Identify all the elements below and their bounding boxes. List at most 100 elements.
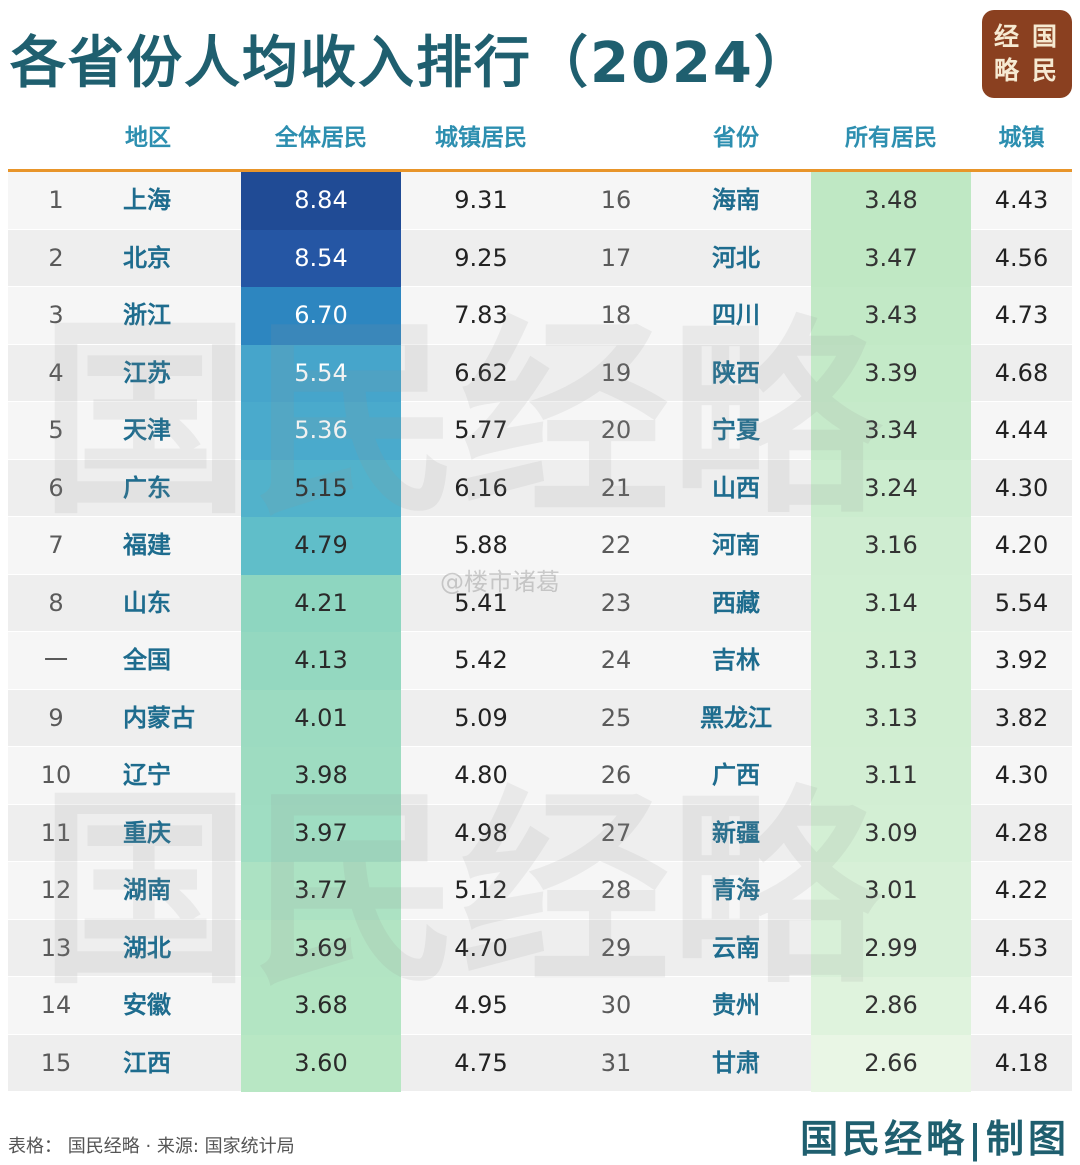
urban-cell-2: 4.46 xyxy=(994,991,1049,1019)
all-residents-cell: 5.15 xyxy=(241,459,401,517)
table-row: 6 广东 5.15 6.16 21 山西 3.24 4.30 xyxy=(8,459,1072,517)
rank-cell: 一 xyxy=(44,646,68,674)
logo-char: 国 xyxy=(1032,22,1058,51)
region-name-cell: 江西 xyxy=(123,1048,171,1077)
rank-cell: 7 xyxy=(48,531,64,559)
all-residents-cell: 3.97 xyxy=(241,804,401,862)
all-residents-cell: 4.21 xyxy=(241,574,401,632)
region-name-cell: 福建 xyxy=(123,531,171,559)
header-urban-residents: 城镇居民 xyxy=(435,125,527,151)
all-residents-cell-2: 3.43 xyxy=(811,287,971,345)
urban-residents-cell: 4.95 xyxy=(454,991,508,1019)
rank-cell: 26 xyxy=(600,761,632,789)
province-name-cell: 广西 xyxy=(712,761,760,789)
table-row: 7 福建 4.79 5.88 22 河南 3.16 4.20 xyxy=(8,517,1072,575)
province-name-cell: 山西 xyxy=(712,473,760,502)
all-residents-cell: 8.84 xyxy=(241,172,401,230)
rank-cell: 16 xyxy=(600,186,632,214)
province-name-cell: 陕西 xyxy=(712,358,760,387)
urban-cell-2: 4.22 xyxy=(994,876,1049,904)
all-residents-cell: 8.54 xyxy=(241,229,401,287)
urban-cell-2: 3.92 xyxy=(994,646,1049,674)
all-residents-cell: 5.36 xyxy=(241,402,401,460)
region-name-cell: 山东 xyxy=(123,588,171,617)
urban-cell-2: 4.56 xyxy=(994,243,1049,272)
urban-cell-2: 4.18 xyxy=(994,1048,1049,1077)
urban-cell-2: 4.30 xyxy=(994,761,1049,789)
logo-char: 经 xyxy=(994,22,1020,51)
province-name-cell: 青海 xyxy=(712,876,760,904)
province-name-cell: 四川 xyxy=(712,301,760,329)
table-row: 1 上海 8.84 9.31 16 海南 3.48 4.43 xyxy=(8,172,1072,230)
all-residents-cell: 4.01 xyxy=(241,689,401,747)
urban-cell-2: 5.54 xyxy=(994,588,1049,617)
urban-residents-cell: 5.88 xyxy=(454,531,508,559)
rank-cell: 31 xyxy=(600,1048,632,1077)
header-region: 地区 xyxy=(125,125,171,151)
region-name-cell: 湖南 xyxy=(123,876,171,904)
logo-char: 略 xyxy=(994,56,1020,85)
rank-cell: 17 xyxy=(600,243,632,272)
rank-cell: 15 xyxy=(40,1048,72,1077)
province-name-cell: 甘肃 xyxy=(712,1048,760,1077)
all-residents-cell: 5.54 xyxy=(241,344,401,402)
all-residents-cell: 3.69 xyxy=(241,919,401,977)
table-row: 4 江苏 5.54 6.62 19 陕西 3.39 4.68 xyxy=(8,344,1072,402)
region-name-cell: 广东 xyxy=(123,473,171,502)
urban-residents-cell: 5.12 xyxy=(454,876,508,904)
rank-cell: 18 xyxy=(600,301,632,329)
all-residents-cell: 3.98 xyxy=(241,747,401,805)
urban-residents-cell: 4.70 xyxy=(454,933,508,962)
urban-cell-2: 4.53 xyxy=(994,933,1049,962)
urban-cell-2: 3.82 xyxy=(994,703,1049,732)
all-residents-cell-2: 3.13 xyxy=(811,689,971,747)
all-residents-cell-2: 3.11 xyxy=(811,747,971,805)
province-name-cell: 云南 xyxy=(712,933,760,962)
urban-cell-2: 4.28 xyxy=(994,818,1049,847)
rank-cell: 28 xyxy=(600,876,632,904)
header-province: 省份 xyxy=(713,125,759,151)
urban-residents-cell: 6.62 xyxy=(454,358,508,387)
all-residents-cell-2: 3.01 xyxy=(811,862,971,920)
logo-char: 民 xyxy=(1032,56,1058,85)
urban-cell-2: 4.43 xyxy=(994,186,1049,214)
region-name-cell: 江苏 xyxy=(123,358,171,387)
region-name-cell: 重庆 xyxy=(123,818,171,847)
urban-residents-cell: 4.80 xyxy=(454,761,508,789)
table-row: 3 浙江 6.70 7.83 18 四川 3.43 4.73 xyxy=(8,287,1072,345)
urban-cell-2: 4.30 xyxy=(994,473,1049,502)
table-row: 一 全国 4.13 5.42 24 吉林 3.13 3.92 xyxy=(8,632,1072,690)
region-name-cell: 辽宁 xyxy=(123,761,171,789)
urban-residents-cell: 6.16 xyxy=(454,473,508,502)
province-name-cell: 黑龙江 xyxy=(700,703,772,732)
urban-cell-2: 4.20 xyxy=(994,531,1049,559)
urban-residents-cell: 4.98 xyxy=(454,818,508,847)
rank-cell: 19 xyxy=(600,358,632,387)
rank-cell: 30 xyxy=(600,991,632,1019)
urban-residents-cell: 5.77 xyxy=(454,416,508,444)
header-all-residents: 全体居民 xyxy=(275,125,367,151)
province-name-cell: 贵州 xyxy=(712,991,760,1019)
all-residents-cell: 3.60 xyxy=(241,1034,401,1092)
rank-cell: 21 xyxy=(600,473,632,502)
province-name-cell: 河南 xyxy=(712,531,760,559)
urban-cell-2: 4.44 xyxy=(994,416,1049,444)
rank-cell: 2 xyxy=(48,243,64,272)
urban-residents-cell: 5.09 xyxy=(454,703,508,732)
header-all-residents-2: 所有居民 xyxy=(845,125,937,151)
urban-residents-cell: 7.83 xyxy=(454,301,508,329)
table-row: 15 江西 3.60 4.75 31 甘肃 2.66 4.18 xyxy=(8,1034,1072,1092)
all-residents-cell-2: 3.34 xyxy=(811,402,971,460)
rank-cell: 6 xyxy=(48,473,64,502)
rank-cell: 4 xyxy=(48,358,64,387)
all-residents-cell: 3.68 xyxy=(241,977,401,1035)
table-row: 11 重庆 3.97 4.98 27 新疆 3.09 4.28 xyxy=(8,804,1072,862)
all-residents-cell-2: 3.39 xyxy=(811,344,971,402)
region-name-cell: 天津 xyxy=(123,416,171,444)
all-residents-cell: 4.13 xyxy=(241,632,401,690)
region-name-cell: 浙江 xyxy=(123,301,171,329)
watermark-overlay: @楼市诸葛 xyxy=(440,568,560,596)
rank-cell: 12 xyxy=(40,876,72,904)
table-row: 2 北京 8.54 9.25 17 河北 3.47 4.56 xyxy=(8,229,1072,287)
table-row: 9 内蒙古 4.01 5.09 25 黑龙江 3.13 3.82 xyxy=(8,689,1072,747)
